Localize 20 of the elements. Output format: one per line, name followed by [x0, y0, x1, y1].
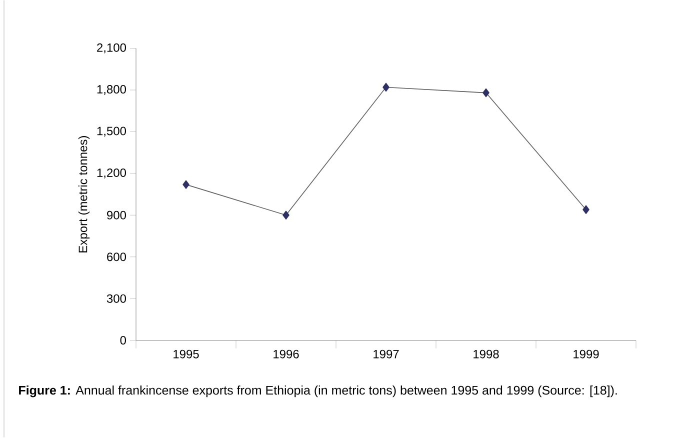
point [182, 180, 190, 190]
y-tick-label: 2,100 [97, 44, 126, 54]
point [582, 205, 590, 214]
y-tick-label: 900 [107, 211, 126, 220]
x-tick-label: 1996 [274, 350, 299, 359]
x-tick-label: 1995 [174, 350, 199, 359]
x-tick-label: 1998 [474, 350, 499, 359]
y-tick-label: 1,800 [97, 85, 126, 96]
y-tick-label: 1,200 [97, 168, 126, 179]
y-tick-label: 1,500 [97, 126, 126, 137]
y-axis-title: Export (metric tonnes) [78, 136, 90, 253]
text: Figure 1: Annual frankincense exports from Ethiopia (in metric tons) between 1995 and 1999 (Source: [18]). [19, 386, 617, 398]
x-tick-label: 1999 [574, 350, 599, 359]
point [282, 210, 290, 220]
point [382, 83, 390, 92]
point [482, 88, 490, 98]
x-tick-label: 1997 [374, 350, 399, 359]
y-tick-label: 0 [120, 336, 126, 345]
y-tick-label: 300 [106, 294, 126, 304]
y-tick-label: 600 [107, 252, 126, 262]
